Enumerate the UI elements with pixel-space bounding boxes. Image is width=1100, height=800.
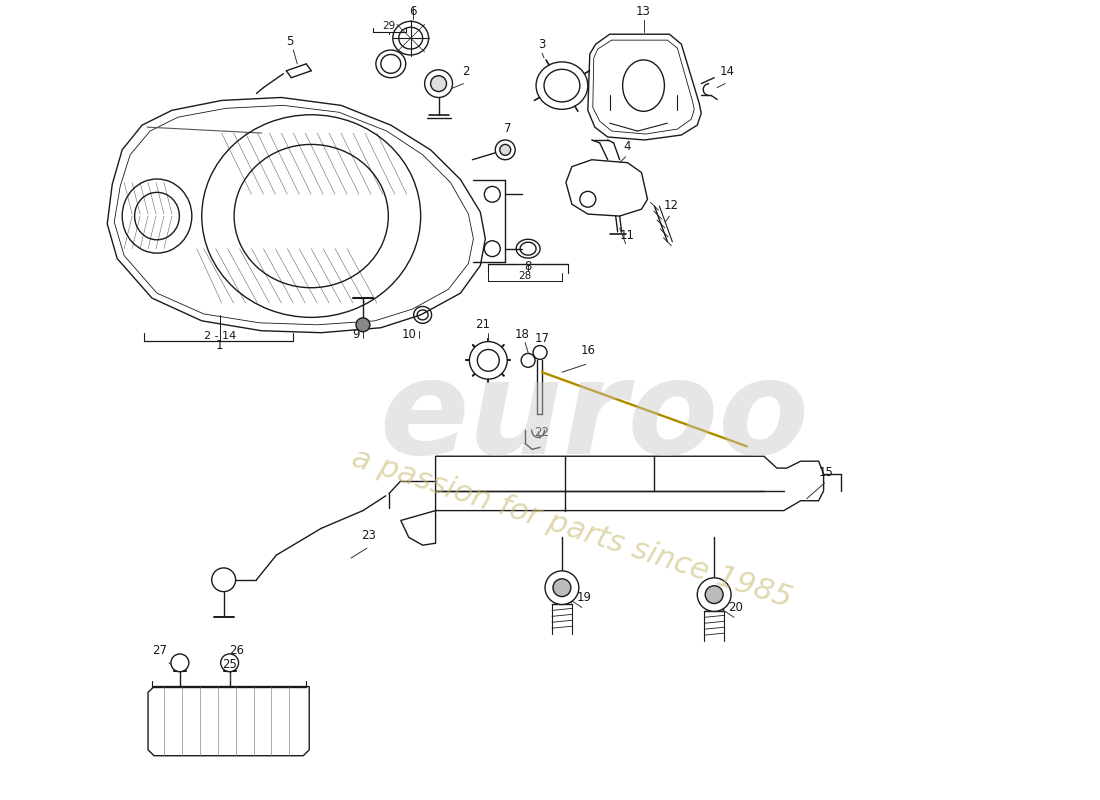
Text: 15: 15 — [820, 466, 834, 479]
Circle shape — [477, 350, 499, 371]
Circle shape — [534, 346, 547, 359]
Text: 10: 10 — [402, 328, 416, 341]
Circle shape — [356, 318, 370, 332]
Circle shape — [430, 76, 447, 91]
Text: 9: 9 — [352, 328, 360, 341]
Circle shape — [484, 241, 500, 257]
Circle shape — [221, 654, 239, 672]
Circle shape — [170, 654, 189, 672]
Circle shape — [697, 578, 732, 611]
Circle shape — [211, 568, 235, 592]
Text: 23: 23 — [362, 530, 376, 542]
Text: 17: 17 — [535, 331, 550, 345]
Text: 14: 14 — [719, 65, 735, 78]
Text: 29: 29 — [382, 22, 395, 31]
Text: 26: 26 — [229, 644, 244, 657]
Circle shape — [470, 342, 507, 379]
Text: a passion for parts since 1985: a passion for parts since 1985 — [349, 443, 795, 614]
Text: 13: 13 — [636, 6, 651, 18]
Circle shape — [521, 354, 535, 367]
Text: 20: 20 — [728, 602, 744, 614]
Circle shape — [499, 145, 510, 155]
Text: 28: 28 — [518, 271, 531, 282]
Text: 1: 1 — [216, 339, 223, 353]
Circle shape — [425, 70, 452, 98]
Circle shape — [553, 578, 571, 597]
Text: 8: 8 — [525, 260, 531, 274]
Circle shape — [705, 586, 723, 603]
Text: 18: 18 — [515, 328, 529, 341]
Text: 2 - 14: 2 - 14 — [204, 330, 235, 341]
Circle shape — [580, 191, 596, 207]
Circle shape — [544, 571, 579, 605]
Text: 4: 4 — [624, 140, 631, 153]
Text: 2: 2 — [462, 65, 470, 78]
Circle shape — [484, 186, 500, 202]
Text: 5: 5 — [286, 35, 293, 48]
Text: 22: 22 — [535, 426, 550, 439]
Text: 7: 7 — [505, 122, 512, 135]
Text: 25: 25 — [222, 658, 238, 670]
Text: 27: 27 — [152, 644, 167, 657]
Text: 16: 16 — [581, 345, 595, 358]
Text: 12: 12 — [664, 199, 679, 212]
Text: euroo: euroo — [378, 354, 808, 481]
Text: 11: 11 — [620, 229, 635, 242]
Circle shape — [495, 140, 515, 160]
Text: 6: 6 — [409, 6, 417, 18]
Text: 21: 21 — [475, 318, 490, 330]
Text: 3: 3 — [538, 38, 546, 51]
Text: 19: 19 — [576, 591, 592, 605]
